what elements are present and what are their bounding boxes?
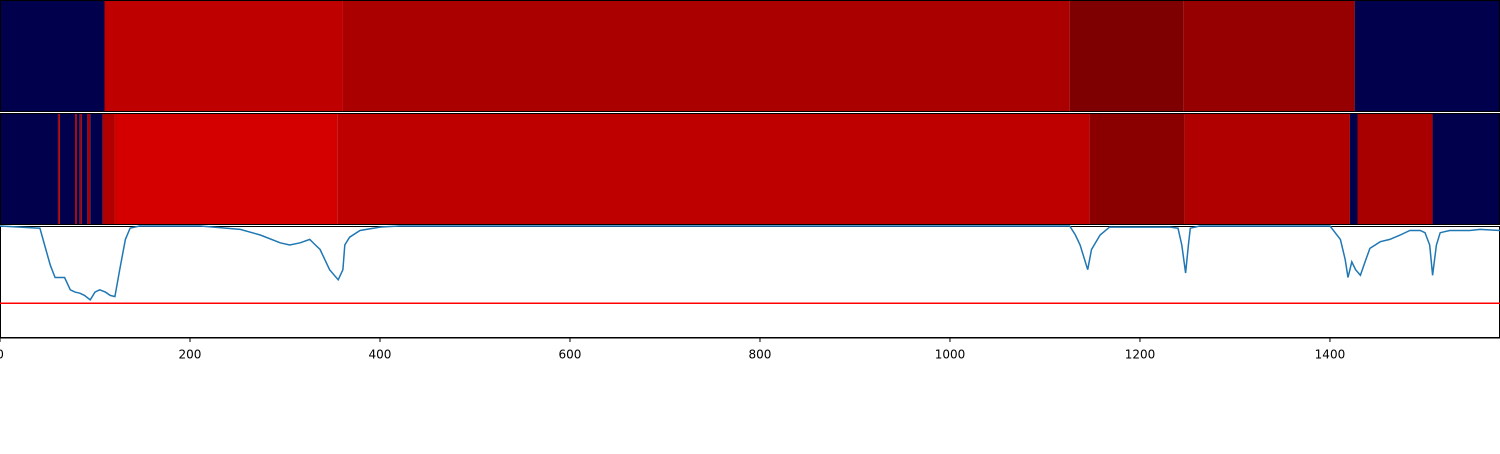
segment [1349,113,1358,225]
x-tick-label: 1000 [935,348,966,362]
x-tick-label: 800 [749,348,772,362]
x-tick-label: 200 [179,348,202,362]
segment [1354,0,1500,112]
segment [0,0,105,112]
x-tick-label: 1200 [1125,348,1156,362]
segment [114,113,338,225]
segment [1432,113,1500,225]
segment [1357,113,1433,225]
x-tick-label: 400 [369,348,392,362]
segment [90,113,103,225]
segment [1089,113,1185,225]
segment [102,113,115,225]
segment [79,113,82,225]
segment [75,113,77,225]
segment [337,113,1090,225]
segment [1069,0,1184,112]
plot-frame [0,226,1500,338]
segment [1183,0,1355,112]
segment [0,113,58,225]
segment [76,113,80,225]
segment [81,113,88,225]
segment [57,113,60,225]
x-tick-label: 1400 [1315,348,1346,362]
segment [1184,113,1350,225]
segment [342,0,1070,112]
segment [59,113,76,225]
segment [87,113,91,225]
signal-line [0,225,1500,302]
x-tick-label: 0 [0,348,4,362]
x-tick-label: 600 [559,348,582,362]
segment [104,0,343,112]
